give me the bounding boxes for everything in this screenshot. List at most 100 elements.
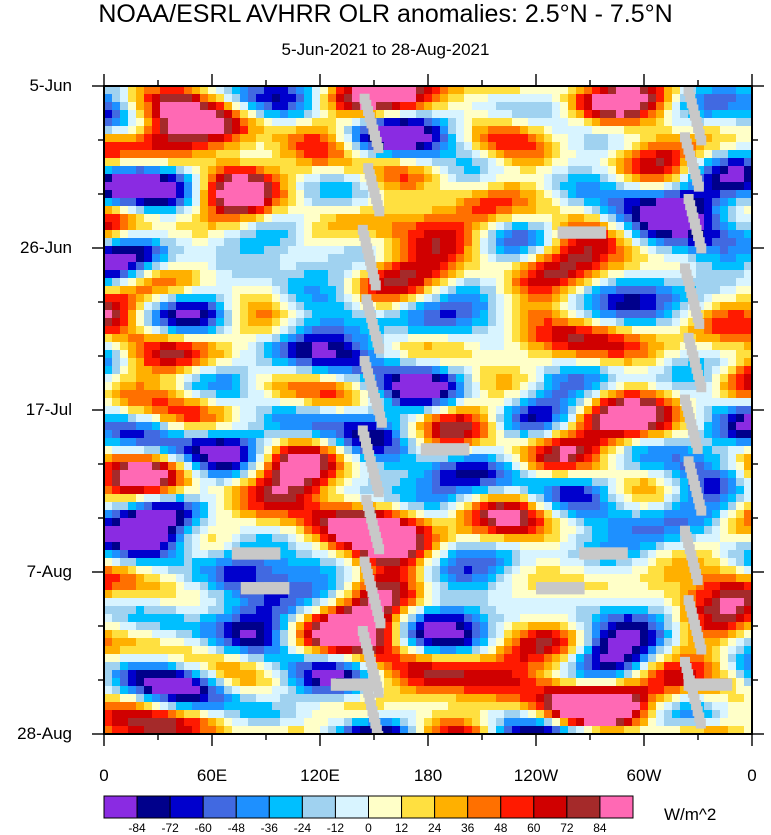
- field-cell: [400, 110, 409, 119]
- field-cell: [280, 294, 289, 303]
- field-cell: [328, 318, 337, 327]
- field-cell: [496, 262, 505, 271]
- field-cell: [584, 102, 593, 111]
- field-cell: [384, 470, 393, 479]
- field-cell: [256, 238, 265, 247]
- field-cell: [728, 334, 737, 343]
- field-cell: [672, 206, 681, 215]
- field-cell: [264, 510, 273, 519]
- field-cell: [496, 550, 505, 559]
- field-cell: [464, 182, 473, 191]
- field-cell: [216, 550, 225, 559]
- field-cell: [232, 142, 241, 151]
- field-cell: [336, 494, 345, 503]
- field-cell: [672, 454, 681, 463]
- field-cell: [472, 510, 481, 519]
- field-cell: [512, 510, 521, 519]
- field-cell: [152, 246, 161, 255]
- field-cell: [256, 470, 265, 479]
- field-cell: [160, 470, 169, 479]
- field-cell: [424, 214, 433, 223]
- field-cell: [568, 214, 577, 223]
- field-cell: [200, 294, 209, 303]
- field-cell: [240, 478, 249, 487]
- field-cell: [168, 294, 177, 303]
- field-cell: [544, 158, 553, 167]
- field-cell: [648, 558, 657, 567]
- field-cell: [152, 326, 161, 335]
- field-cell: [664, 366, 673, 375]
- field-cell: [520, 470, 529, 479]
- field-cell: [632, 302, 641, 311]
- field-cell: [608, 430, 617, 439]
- field-cell: [264, 262, 273, 271]
- field-cell: [552, 414, 561, 423]
- field-cell: [360, 118, 369, 127]
- field-cell: [632, 190, 641, 199]
- field-cell: [704, 302, 713, 311]
- field-cell: [728, 206, 737, 215]
- field-cell: [568, 198, 577, 207]
- field-cell: [648, 134, 657, 143]
- field-cell: [512, 518, 521, 527]
- field-cell: [680, 558, 689, 567]
- field-cell: [664, 230, 673, 239]
- field-cell: [504, 126, 513, 135]
- field-cell: [656, 342, 665, 351]
- field-cell: [696, 398, 705, 407]
- field-cell: [192, 558, 201, 567]
- field-cell: [104, 134, 113, 143]
- field-cell: [416, 262, 425, 271]
- field-cell: [112, 166, 121, 175]
- field-cell: [576, 110, 585, 119]
- field-cell: [392, 526, 401, 535]
- field-cell: [296, 406, 305, 415]
- field-cell: [736, 174, 745, 183]
- field-cell: [104, 358, 113, 367]
- field-cell: [624, 110, 633, 119]
- field-cell: [704, 206, 713, 215]
- field-cell: [720, 158, 729, 167]
- field-cell: [216, 422, 225, 431]
- field-cell: [744, 494, 752, 503]
- field-cell: [336, 206, 345, 215]
- field-cell: [216, 390, 225, 399]
- field-cell: [264, 190, 273, 199]
- field-cell: [440, 470, 449, 479]
- field-cell: [616, 230, 625, 239]
- field-cell: [320, 470, 329, 479]
- field-cell: [744, 134, 752, 143]
- field-cell: [248, 182, 257, 191]
- field-cell: [512, 414, 521, 423]
- field-cell: [328, 166, 337, 175]
- field-cell: [520, 102, 529, 111]
- field-cell: [600, 302, 609, 311]
- field-cell: [744, 486, 752, 495]
- field-cell: [400, 334, 409, 343]
- field-cell: [672, 262, 681, 271]
- field-cell: [672, 270, 681, 279]
- field-cell: [256, 174, 265, 183]
- field-cell: [432, 254, 441, 263]
- field-cell: [104, 246, 113, 255]
- field-cell: [464, 430, 473, 439]
- field-cell: [336, 134, 345, 143]
- field-cell: [720, 270, 729, 279]
- field-cell: [568, 374, 577, 383]
- field-cell: [520, 270, 529, 279]
- field-cell: [600, 486, 609, 495]
- field-cell: [672, 94, 681, 103]
- field-cell: [416, 430, 425, 439]
- field-cell: [400, 430, 409, 439]
- field-cell: [320, 390, 329, 399]
- field-cell: [400, 150, 409, 159]
- field-cell: [528, 334, 537, 343]
- field-cell: [640, 438, 649, 447]
- field-cell: [120, 166, 129, 175]
- field-cell: [456, 302, 465, 311]
- field-cell: [720, 430, 729, 439]
- field-cell: [280, 246, 289, 255]
- field-cell: [392, 230, 401, 239]
- field-cell: [368, 358, 377, 367]
